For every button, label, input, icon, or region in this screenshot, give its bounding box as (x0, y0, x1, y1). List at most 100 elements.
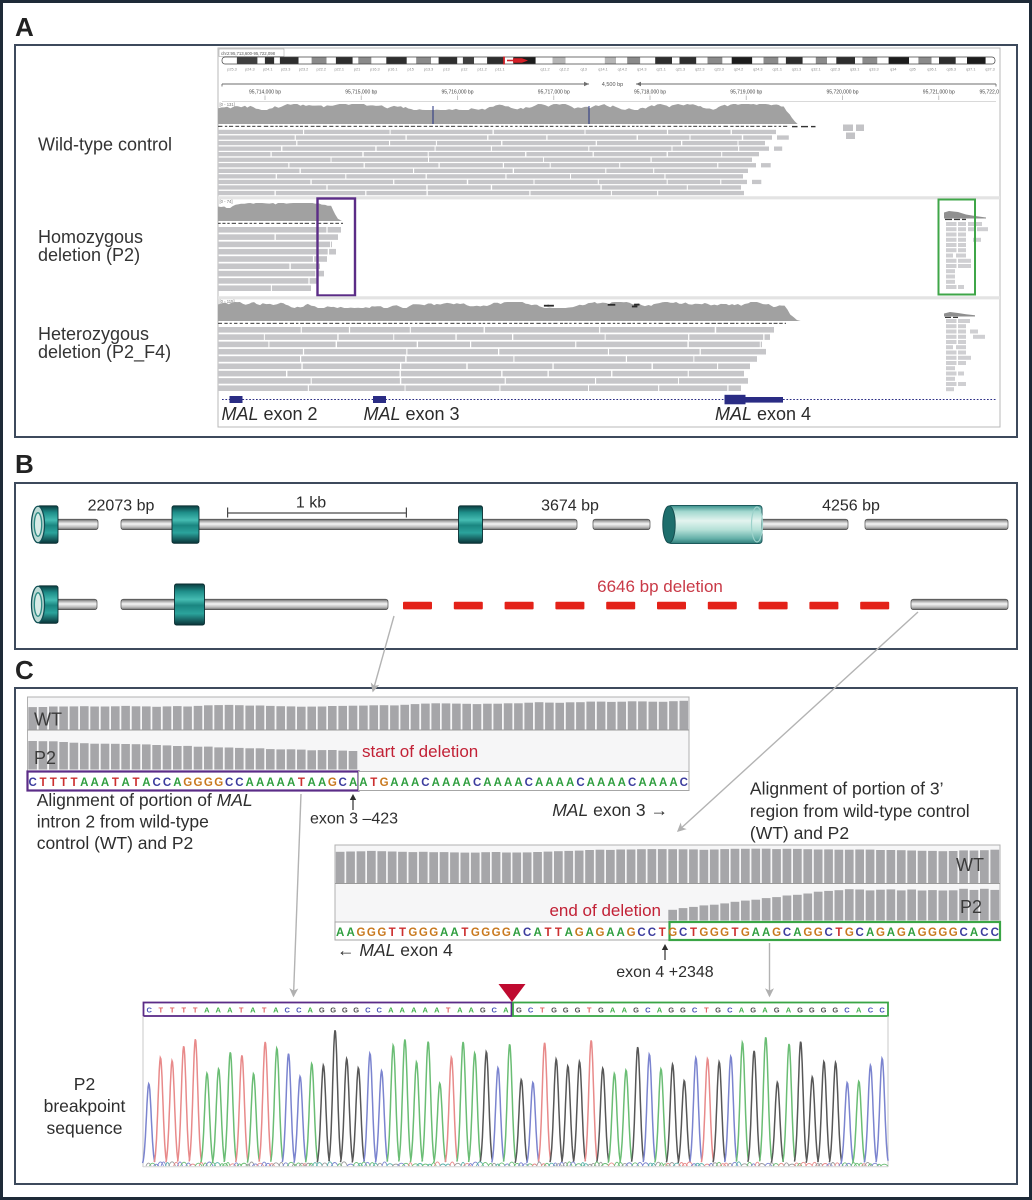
svg-text:95,721,000 bp: 95,721,000 bp (923, 90, 955, 96)
svg-text:G: G (627, 927, 636, 939)
svg-text:q24.3: q24.3 (753, 68, 763, 72)
svg-text:A: A (545, 777, 553, 789)
svg-text:A: A (533, 927, 541, 939)
svg-text:A: A (204, 1006, 210, 1015)
svg-text:C: C (844, 1006, 850, 1015)
svg-text:p23.2: p23.2 (299, 68, 309, 72)
svg-text:T: T (60, 777, 67, 789)
svg-text:A: A (411, 777, 419, 789)
svg-text:q36.3: q36.3 (947, 68, 957, 72)
svg-text:C: C (421, 777, 429, 789)
svg-text:G: G (797, 1006, 803, 1015)
svg-text:6646 bp deletion: 6646 bp deletion (597, 577, 723, 596)
svg-text:G: G (481, 927, 490, 939)
svg-text:T: T (540, 1006, 545, 1015)
svg-text:G: G (328, 777, 337, 789)
svg-text:A: A (483, 777, 491, 789)
svg-text:C: C (365, 1006, 371, 1015)
svg-text:A: A (514, 777, 522, 789)
svg-text:Wild-type control: Wild-type control (38, 135, 172, 155)
svg-text:A: A (101, 777, 109, 789)
svg-text:G: G (814, 927, 823, 939)
svg-text:C: C (284, 1006, 290, 1015)
svg-text:T: T (262, 1006, 267, 1015)
svg-text:q31.1: q31.1 (772, 68, 782, 72)
svg-text:T: T (555, 927, 562, 939)
svg-text:← MAL exon 4: ← MAL exon 4 (337, 940, 453, 960)
svg-text:G: G (699, 927, 708, 939)
svg-text:95,718,000 bp: 95,718,000 bp (634, 90, 666, 96)
svg-text:C: C (879, 1006, 885, 1015)
svg-text:G: G (319, 1006, 325, 1015)
svg-text:G: G (419, 927, 428, 939)
svg-text:C: C (523, 927, 531, 939)
svg-text:Homozygous: Homozygous (38, 227, 143, 247)
svg-text:G: G (204, 777, 213, 789)
svg-text:q11.2: q11.2 (540, 68, 549, 72)
svg-text:p11.1: p11.1 (495, 68, 504, 72)
svg-text:A: A (659, 777, 667, 789)
svg-text:G: G (551, 1006, 557, 1015)
svg-text:1 kb: 1 kb (296, 495, 326, 512)
svg-text:G: G (668, 1006, 674, 1015)
svg-text:C: C (856, 927, 864, 939)
svg-text:G: G (876, 927, 885, 939)
svg-text:A: A (866, 927, 874, 939)
svg-text:G: G (408, 927, 417, 939)
svg-text:T: T (835, 927, 842, 939)
svg-text:95,722,0: 95,722,0 (980, 90, 1000, 96)
svg-text:A: A (266, 777, 274, 789)
svg-text:p13: p13 (443, 68, 449, 72)
svg-text:p24.3: p24.3 (245, 68, 255, 72)
svg-text:T: T (389, 927, 396, 939)
svg-text:chr2:95,713,600-95,722,098: chr2:95,713,600-95,722,098 (221, 51, 276, 56)
svg-text:q23.3: q23.3 (714, 68, 724, 72)
svg-text:G: G (897, 927, 906, 939)
svg-text:C: C (868, 1006, 874, 1015)
svg-text:A: A (762, 927, 770, 939)
svg-text:T: T (193, 1006, 198, 1015)
svg-text:A: A (346, 927, 354, 939)
svg-text:A: A (80, 777, 88, 789)
svg-text:q32.3: q32.3 (830, 68, 840, 72)
svg-text:G: G (938, 927, 947, 939)
svg-text:G: G (668, 927, 677, 939)
svg-text:A: A (250, 1006, 256, 1015)
svg-text:A: A (649, 777, 657, 789)
svg-text:T: T (370, 777, 377, 789)
svg-text:G: G (194, 777, 203, 789)
svg-text:95,717,000 bp: 95,717,000 bp (538, 90, 570, 96)
svg-text:A: A (908, 927, 916, 939)
svg-text:P2: P2 (74, 1074, 95, 1094)
svg-text:C: C (692, 1006, 698, 1015)
svg-text:q34: q34 (890, 68, 896, 72)
svg-text:G: G (575, 1006, 581, 1015)
svg-text:T: T (112, 777, 119, 789)
svg-text:G: G (502, 927, 511, 939)
svg-text:A: A (122, 777, 130, 789)
svg-text:A: A (606, 927, 614, 939)
svg-text:A: A (401, 777, 409, 789)
svg-text:C: C (491, 1006, 497, 1015)
svg-text:G: G (821, 1006, 827, 1015)
svg-text:G: G (492, 927, 501, 939)
svg-text:region from wild-type control: region from wild-type control (750, 801, 970, 821)
svg-text:[0 - 74]: [0 - 74] (220, 199, 233, 204)
svg-text:G: G (809, 1006, 815, 1015)
svg-text:A: A (463, 777, 471, 789)
svg-text:end of deletion: end of deletion (549, 901, 661, 920)
svg-text:A: A (388, 1006, 394, 1015)
svg-text:A: A (390, 777, 398, 789)
svg-text:A: A (440, 927, 448, 939)
svg-text:T: T (70, 777, 77, 789)
svg-text:deletion (P2_F4): deletion (P2_F4) (38, 342, 171, 363)
svg-text:C: C (648, 927, 656, 939)
svg-text:p21: p21 (354, 68, 360, 72)
svg-text:A: A (452, 777, 460, 789)
svg-text:C: C (637, 927, 645, 939)
svg-text:C: C (980, 927, 988, 939)
svg-text:q31.3: q31.3 (792, 68, 802, 72)
svg-text:A: A (607, 777, 615, 789)
svg-text:q21.1: q21.1 (656, 68, 666, 72)
svg-text:T: T (690, 927, 697, 939)
